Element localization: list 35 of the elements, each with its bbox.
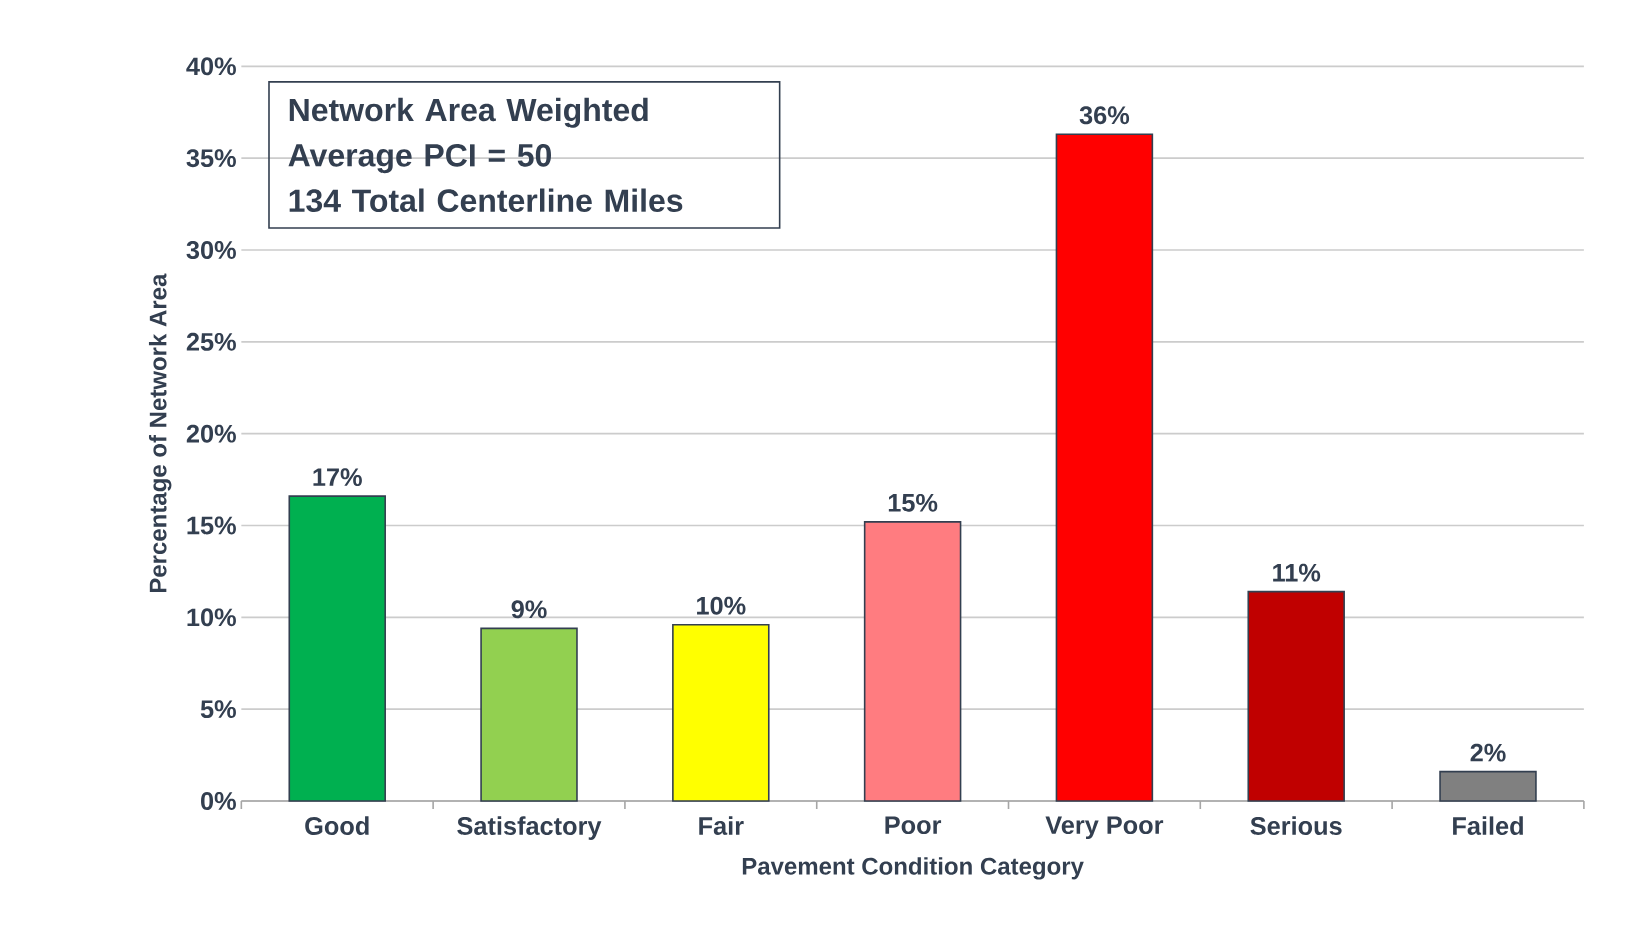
bar — [1439, 770, 1537, 802]
data-label: 17% — [313, 468, 362, 487]
data-label: 11% — [1273, 563, 1321, 582]
bar — [672, 623, 770, 802]
y-tick-label: 20% — [186, 424, 236, 443]
bar — [288, 495, 386, 802]
x-axis-title: Pavement Condition Category — [742, 857, 1084, 880]
y-tick-label: 40% — [186, 57, 236, 76]
x-tick-label: Poor — [885, 816, 942, 835]
annotation: Average PCI = 50 — [288, 144, 552, 174]
data-label: 9% — [511, 600, 547, 619]
y-tick-label: 35% — [186, 149, 236, 168]
y-tick-label: 0% — [201, 792, 236, 810]
bar — [1055, 133, 1154, 802]
data-label: 36% — [1079, 106, 1130, 125]
x-tick-label: Serious — [1250, 816, 1342, 835]
y-tick-label: 25% — [186, 332, 236, 351]
y-tick-label: 15% — [187, 516, 236, 535]
x-tick-label: Fair — [699, 816, 744, 835]
x-tick-label: Very Poor — [1045, 816, 1164, 840]
annotation: 134 Total Centerline Miles — [289, 188, 683, 213]
y-axis-title: Percentage of Network Area — [148, 273, 172, 593]
bar — [863, 521, 962, 802]
x-tick-label: Failed — [1453, 816, 1523, 835]
x-tick-label: Satisfactory — [457, 816, 602, 840]
x-tick-label: Good — [305, 816, 369, 835]
data-label: 2% — [1470, 743, 1506, 762]
y-tick-label: 5% — [200, 700, 236, 719]
data-label: 15% — [888, 493, 938, 512]
y-tick-label: 10% — [187, 608, 236, 627]
data-label: 10% — [697, 596, 746, 615]
annotation: Network Area Weighted — [289, 97, 648, 128]
y-tick-label: 30% — [186, 241, 236, 259]
bar — [1247, 590, 1345, 802]
bar — [480, 627, 578, 802]
